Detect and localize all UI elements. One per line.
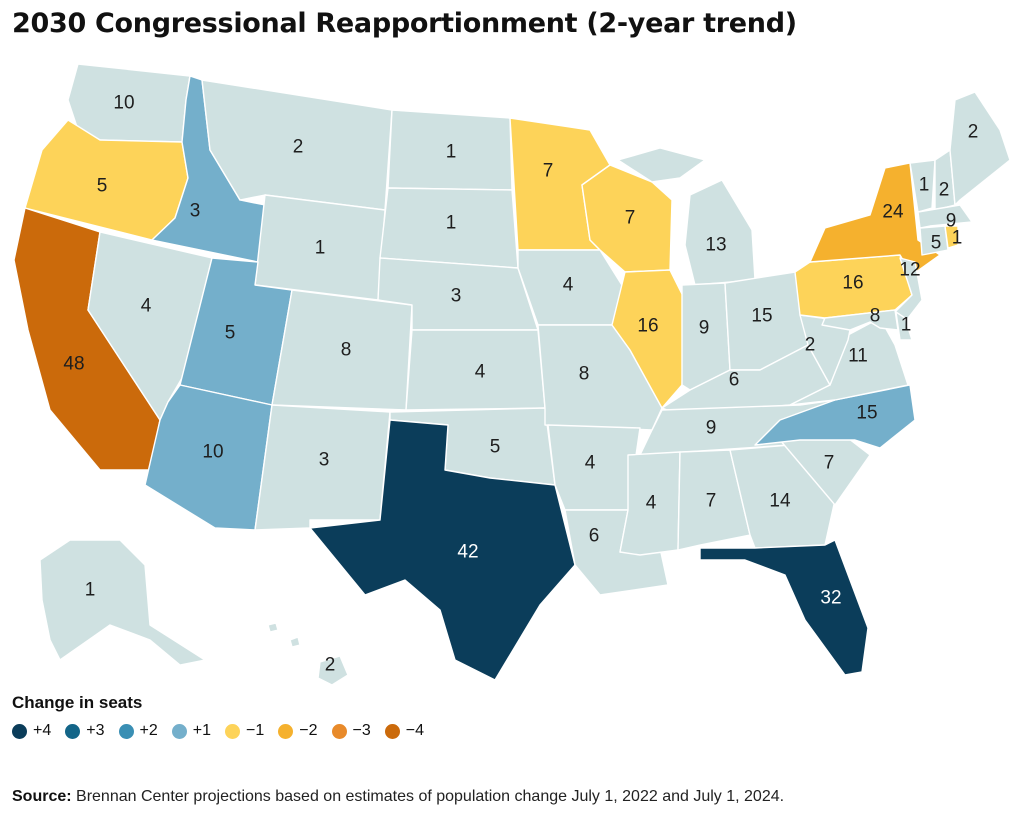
seat-label-me: 2: [968, 122, 979, 143]
legend-label: −2: [299, 722, 318, 739]
legend-title: Change in seats: [12, 693, 143, 712]
legend-label: +1: [192, 722, 211, 739]
legend-label: −4: [405, 722, 424, 739]
seat-label-ok: 5: [490, 437, 501, 458]
seat-label-vt: 1: [919, 175, 930, 196]
seat-label-ri: 1: [952, 228, 963, 249]
legend-label: −3: [352, 722, 371, 739]
state-connecticut[interactable]: [919, 225, 949, 256]
seat-label-la: 6: [589, 526, 600, 547]
legend-item: +3: [65, 722, 105, 740]
seat-label-or: 5: [97, 176, 108, 197]
legend-item: −4: [384, 722, 424, 740]
state-delaware[interactable]: [895, 311, 913, 341]
seat-label-ga: 14: [769, 491, 791, 512]
source-text: Brennan Center projections based on esti…: [71, 788, 785, 805]
seat-label-ks: 4: [475, 362, 486, 383]
seat-label-il: 16: [637, 316, 658, 337]
seat-label-nc: 15: [856, 403, 877, 424]
legend-label: −1: [246, 722, 265, 739]
seat-label-mt: 2: [293, 137, 304, 158]
seat-label-ma: 9: [946, 211, 957, 232]
seat-label-wi: 7: [625, 208, 636, 229]
seat-label-wy: 1: [315, 238, 326, 259]
seat-label-fl: 32: [820, 588, 841, 609]
state-vermont[interactable]: [909, 159, 936, 213]
legend-item: +2: [118, 722, 158, 740]
legend-item: −2: [278, 722, 318, 740]
legend-swatch: [278, 723, 294, 739]
legend-item: −1: [225, 722, 264, 740]
legend-label: +2: [139, 722, 158, 739]
state-alabama[interactable]: [677, 449, 751, 551]
legend-item: −3: [331, 722, 371, 740]
legend-swatch: [118, 723, 134, 739]
legend-label: +4: [33, 722, 52, 739]
legend-swatch: [12, 723, 27, 739]
seat-label-ne: 3: [451, 286, 462, 307]
state-alaska[interactable]: [39, 539, 206, 666]
seat-label-nv: 4: [141, 296, 152, 317]
seat-label-in: 9: [699, 318, 710, 339]
seat-label-ct: 5: [931, 233, 942, 254]
seat-label-pa: 16: [842, 273, 863, 294]
seat-label-mi: 13: [705, 235, 726, 256]
seat-label-az: 10: [202, 442, 223, 463]
map-title: 2030 Congressional Reapportionment (2-ye…: [12, 8, 797, 39]
state-massachusetts[interactable]: [917, 204, 973, 229]
seat-label-wv: 2: [805, 335, 816, 356]
state-shapes: [13, 63, 1011, 686]
legend-swatch: [171, 723, 187, 739]
state-rhode-island[interactable]: [944, 225, 959, 249]
seat-label-ia: 4: [563, 275, 574, 296]
seat-label-sd: 1: [446, 213, 457, 234]
seat-label-nm: 3: [319, 450, 330, 471]
legend-swatch: [65, 723, 81, 739]
seat-label-va: 11: [848, 346, 868, 367]
seat-label-sc: 7: [824, 453, 835, 474]
seat-label-ut: 5: [225, 323, 236, 344]
legend-swatch: [331, 723, 347, 739]
seat-label-nh: 2: [939, 180, 950, 201]
state-illinois[interactable]: [611, 269, 686, 409]
state-texas[interactable]: [309, 419, 576, 681]
seat-label-tx: 42: [457, 542, 478, 563]
legend-item: +1: [171, 722, 211, 740]
seat-label-mn: 7: [543, 161, 554, 182]
seat-label-nd: 1: [446, 142, 457, 163]
seat-label-ak: 1: [85, 580, 96, 601]
legend-item: +4: [12, 722, 51, 740]
seat-label-wa: 10: [113, 93, 134, 114]
seat-label-oh: 15: [751, 306, 772, 327]
state-north-carolina[interactable]: [754, 384, 916, 449]
state-hawaii[interactable]: [267, 622, 349, 686]
seat-label-ny: 24: [882, 202, 904, 223]
seat-label-md: 8: [870, 306, 881, 327]
state-florida[interactable]: [699, 539, 869, 676]
seat-label-hi: 2: [325, 655, 336, 676]
state-maine[interactable]: [949, 91, 1011, 206]
seat-label-de: 1: [901, 315, 912, 336]
legend: +4 +3 +2 +1 −1 −2 −3 −4: [12, 722, 438, 740]
seat-label-co: 8: [341, 340, 352, 361]
seat-label-ca: 48: [63, 354, 84, 375]
seat-label-nj: 12: [899, 260, 920, 281]
source-label: Source:: [12, 788, 72, 805]
legend-label: +3: [86, 722, 105, 739]
legend-swatch: [225, 723, 240, 739]
seat-label-ms: 4: [646, 493, 657, 514]
seat-label-al: 7: [706, 491, 717, 512]
seat-label-tn: 9: [706, 418, 717, 439]
seat-label-mo: 8: [579, 364, 590, 385]
source-note: Source: Brennan Center projections based…: [12, 788, 784, 806]
legend-swatch: [384, 723, 400, 739]
seat-label-ar: 4: [585, 453, 596, 474]
seat-label-id: 3: [190, 201, 201, 222]
seat-label-ky: 6: [729, 370, 740, 391]
